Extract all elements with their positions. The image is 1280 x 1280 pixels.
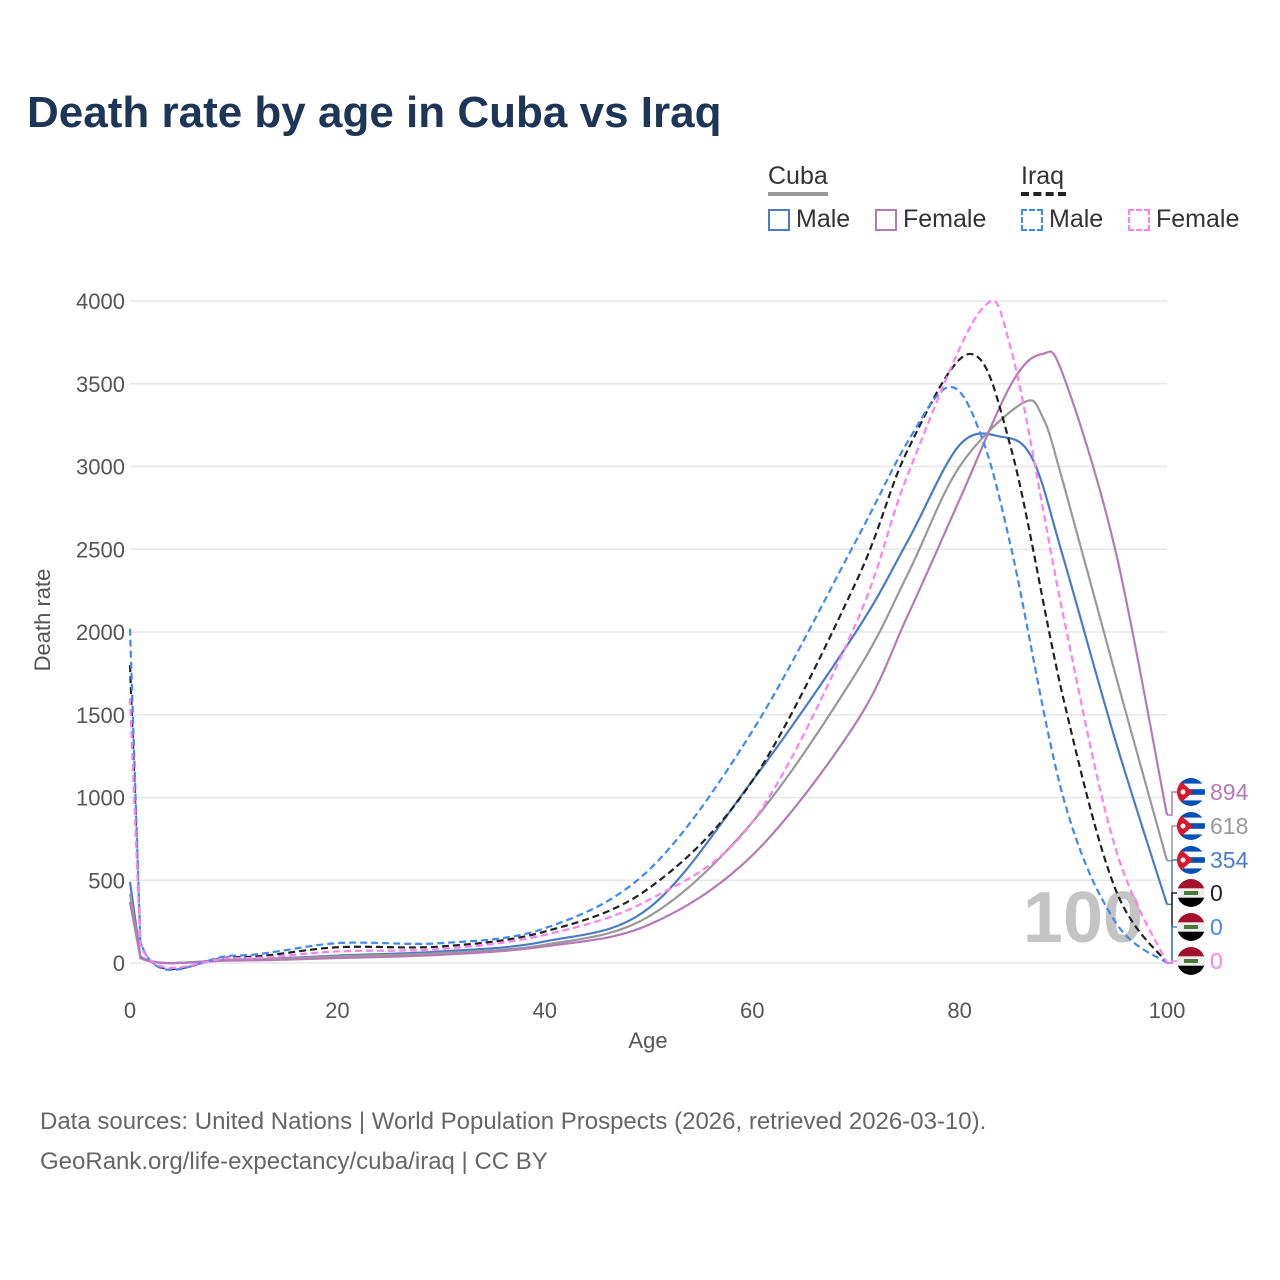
footer-link[interactable]: GeoRank.org/life-expectancy/cuba/iraq | … <box>40 1148 548 1175</box>
chart-title: Death rate by age in Cuba vs Iraq <box>27 88 722 137</box>
cuba-flag-icon <box>1177 812 1205 840</box>
legend-label: Female <box>1156 205 1240 233</box>
x-tick-label: 100 <box>1149 998 1186 1023</box>
end-value-label: 618 <box>1210 813 1248 839</box>
iraq-flag-icon <box>1177 947 1205 975</box>
cuba-flag-icon <box>1177 846 1205 874</box>
label-connector <box>1167 859 1178 906</box>
end-value-label: 0 <box>1210 914 1223 940</box>
legend-group-iraq: Iraq <box>1021 162 1066 196</box>
y-tick-label: 2500 <box>76 537 125 562</box>
series-line-iraq-male <box>128 385 1168 971</box>
y-tick-label: 500 <box>88 868 125 893</box>
label-connector <box>1167 791 1178 816</box>
x-tick-label: 0 <box>124 998 136 1023</box>
end-value-label: 0 <box>1210 948 1223 974</box>
y-tick-label: 1500 <box>76 703 125 728</box>
x-tick-label: 60 <box>740 998 764 1023</box>
label-connector <box>1167 825 1178 862</box>
y-tick-label: 1000 <box>76 786 125 811</box>
y-tick-label: 3500 <box>76 372 125 397</box>
y-tick-label: 3000 <box>76 455 125 480</box>
series-line-cuba-both <box>128 399 1169 965</box>
legend-label: Male <box>796 205 851 233</box>
series-line-iraq-female <box>128 299 1169 969</box>
end-value-label: 0 <box>1210 880 1223 906</box>
series-line-iraq-both <box>128 352 1168 971</box>
y-tick-label: 2000 <box>76 620 125 645</box>
iraq-flag-icon <box>1177 879 1205 907</box>
legend-item-iraq-male[interactable]: Male <box>1021 205 1103 234</box>
legend-item-cuba-male[interactable]: Male <box>768 205 850 234</box>
label-connector <box>1167 960 1178 964</box>
label-connector <box>1167 926 1178 964</box>
cuba-flag-icon <box>1177 778 1205 806</box>
x-tick-label: 20 <box>325 998 349 1023</box>
legend-group-label: Iraq <box>1021 162 1065 190</box>
legend-item-iraq-female[interactable]: Female <box>1128 205 1239 234</box>
legend-item-cuba-female[interactable]: Female <box>875 205 986 234</box>
legend-group-cuba: Cuba <box>768 162 828 196</box>
series-line-cuba-male <box>128 432 1169 965</box>
x-tick-label: 80 <box>947 998 971 1023</box>
y-tick-label: 4000 <box>76 289 125 314</box>
y-axis-label: Death rate <box>30 569 55 672</box>
x-tick-label: 40 <box>533 998 557 1023</box>
legend-label: Male <box>1049 205 1104 233</box>
iraq-flag-icon <box>1177 913 1205 941</box>
y-tick-label: 0 <box>113 951 125 976</box>
legend-group-label: Cuba <box>768 162 828 190</box>
end-value-label: 354 <box>1210 847 1249 873</box>
end-value-label: 894 <box>1210 779 1249 805</box>
footer-sources: Data sources: United Nations | World Pop… <box>40 1108 987 1135</box>
series-line-cuba-female <box>128 350 1169 965</box>
legend-label: Female <box>903 205 987 233</box>
x-axis-label: Age <box>628 1028 667 1053</box>
watermark-year: 100 <box>1023 878 1143 958</box>
